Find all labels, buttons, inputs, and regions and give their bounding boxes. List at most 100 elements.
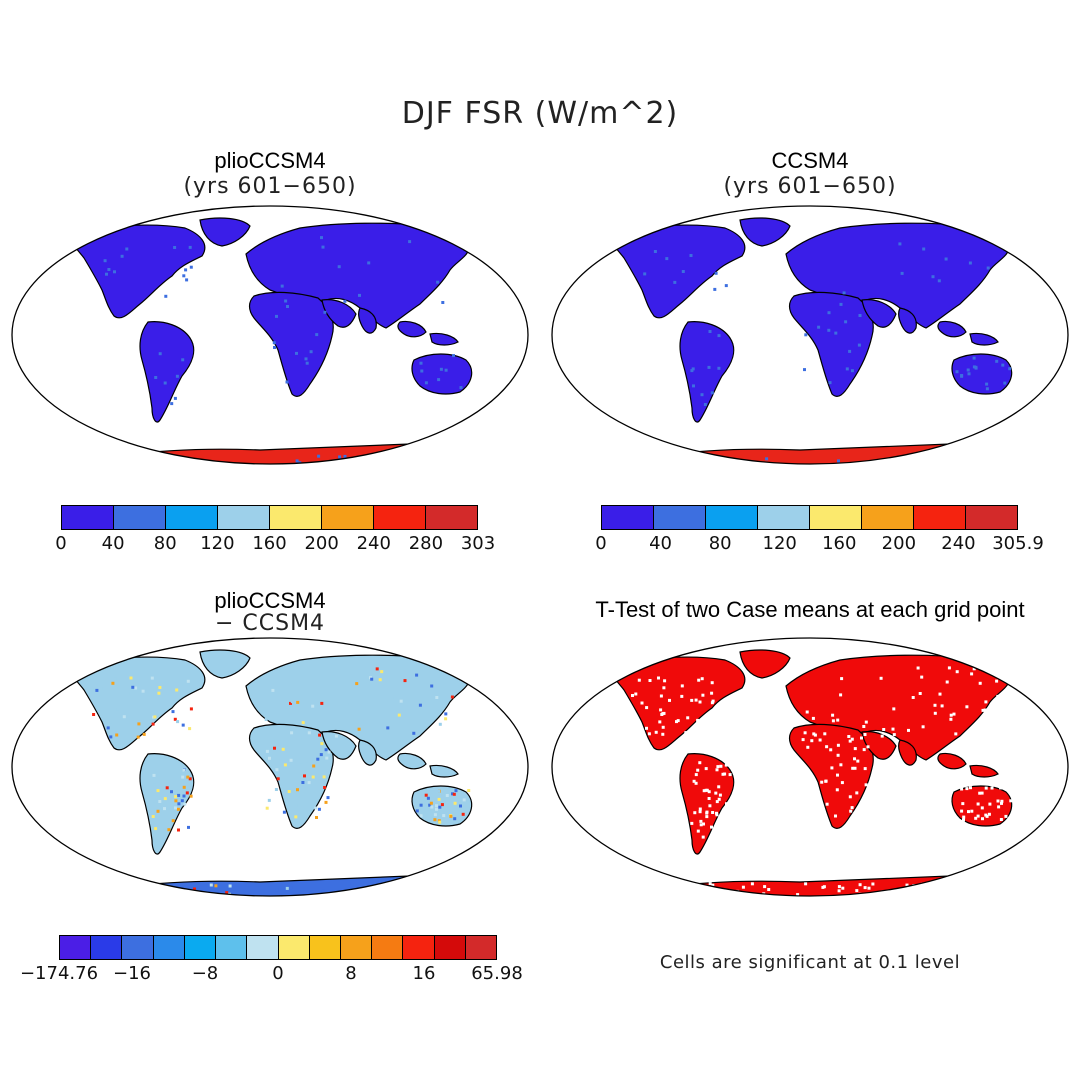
map-cell: [289, 701, 292, 705]
map-cell: [999, 730, 1003, 734]
colorbar-swatch: [247, 936, 279, 959]
map-cell: [820, 809, 824, 813]
map-cell: [386, 885, 390, 888]
map-cell: [836, 773, 839, 777]
map-cell: [711, 811, 715, 814]
continent-arabiaIndia: [321, 299, 377, 334]
map-cell: [274, 788, 278, 791]
continent-arabiaIndia: [861, 299, 917, 334]
map-cell: [142, 883, 146, 887]
map-cell: [92, 713, 96, 716]
map-cell: [977, 887, 981, 891]
map-cell: [698, 810, 702, 814]
map-cell: [696, 718, 700, 722]
map-cell: [918, 692, 922, 695]
map-cell: [186, 775, 190, 779]
colorbar-swatch: [216, 936, 248, 959]
map-cell: [840, 781, 844, 785]
map-cell: [113, 677, 117, 681]
map-cell: [820, 780, 824, 784]
map-diff: [11, 637, 529, 897]
map-cell: [654, 730, 658, 734]
colorbar-swatch: [426, 506, 477, 529]
map-cell: [856, 759, 860, 763]
map-cell: [280, 284, 284, 288]
map-cell: [972, 365, 976, 369]
map-cell: [705, 811, 709, 815]
map-cell: [163, 381, 167, 385]
panel-subtitle-ccsm: (yrs 601−650): [723, 174, 897, 199]
map-cell: [182, 682, 186, 686]
map-cell: [294, 815, 298, 819]
map-cell: [463, 882, 467, 886]
map-cell: [690, 698, 694, 702]
map-cell: [692, 779, 696, 783]
map-cell: [825, 745, 829, 749]
map-cell: [305, 361, 309, 365]
map-cell: [193, 887, 196, 891]
colorbar-tick-label: 120: [762, 533, 797, 554]
map-cell: [675, 720, 678, 724]
continent-seAsia: [397, 320, 459, 346]
colorbar-swatch: [218, 506, 270, 529]
map-cell: [459, 386, 463, 390]
map-cell: [828, 381, 832, 385]
map-cell: [275, 758, 279, 762]
map-cell: [134, 686, 138, 690]
map-cell: [969, 786, 972, 790]
map-cell: [981, 817, 984, 821]
colorbar-tick-label: 200: [304, 533, 339, 554]
map-cell: [960, 892, 964, 896]
map-cell: [722, 812, 726, 816]
map-cell: [284, 299, 288, 303]
colorbar-swatch: [62, 506, 114, 529]
map-cell: [686, 716, 690, 720]
map-cell: [863, 733, 867, 736]
map-cell: [453, 801, 457, 805]
map-cell: [954, 882, 958, 886]
footnote: Cells are significant at 0.1 level: [659, 952, 961, 973]
map-cell: [715, 800, 719, 804]
map-cell: [880, 734, 884, 738]
map-cell: [461, 885, 465, 889]
map-cell: [697, 678, 701, 682]
map-cell: [185, 791, 189, 795]
map-cell: [419, 814, 423, 818]
map-cell: [684, 731, 688, 735]
map-cell: [959, 820, 963, 824]
continent-seAsia: [397, 752, 459, 778]
panel-subtitle-diff: − CCSM4: [214, 611, 326, 636]
map-cell: [945, 680, 949, 684]
map-cell: [724, 284, 728, 288]
map-cell: [184, 268, 188, 272]
map-cell: [990, 786, 994, 790]
map-cell: [358, 890, 362, 894]
colorbar-swatches: [59, 935, 497, 960]
map-cell: [987, 812, 991, 816]
map-cell: [661, 712, 665, 716]
map-cell: [960, 809, 964, 813]
map-cell: [805, 710, 809, 714]
continent-greenland: [739, 649, 791, 679]
map-cell: [839, 693, 843, 697]
map-cell: [283, 763, 287, 767]
map-cell: [707, 365, 711, 369]
map-cell: [698, 700, 702, 704]
map-cell: [459, 804, 462, 808]
colorbar-tick-label: 240: [941, 533, 976, 554]
map-cell: [295, 351, 298, 355]
map-cell: [116, 707, 120, 711]
colorbar-swatch: [434, 936, 466, 959]
colorbar-swatch: [403, 936, 435, 959]
map-cell: [859, 805, 863, 809]
map-cell: [892, 707, 896, 711]
map-cell: [182, 785, 186, 789]
map-cell: [659, 708, 663, 712]
map-cell: [350, 882, 354, 886]
map-cell: [173, 717, 177, 721]
colorbar-swatch: [340, 936, 373, 959]
map-cell: [710, 681, 714, 685]
continent-northAmerica: [71, 656, 206, 751]
map-cell: [441, 888, 445, 892]
map-cell: [836, 753, 840, 757]
